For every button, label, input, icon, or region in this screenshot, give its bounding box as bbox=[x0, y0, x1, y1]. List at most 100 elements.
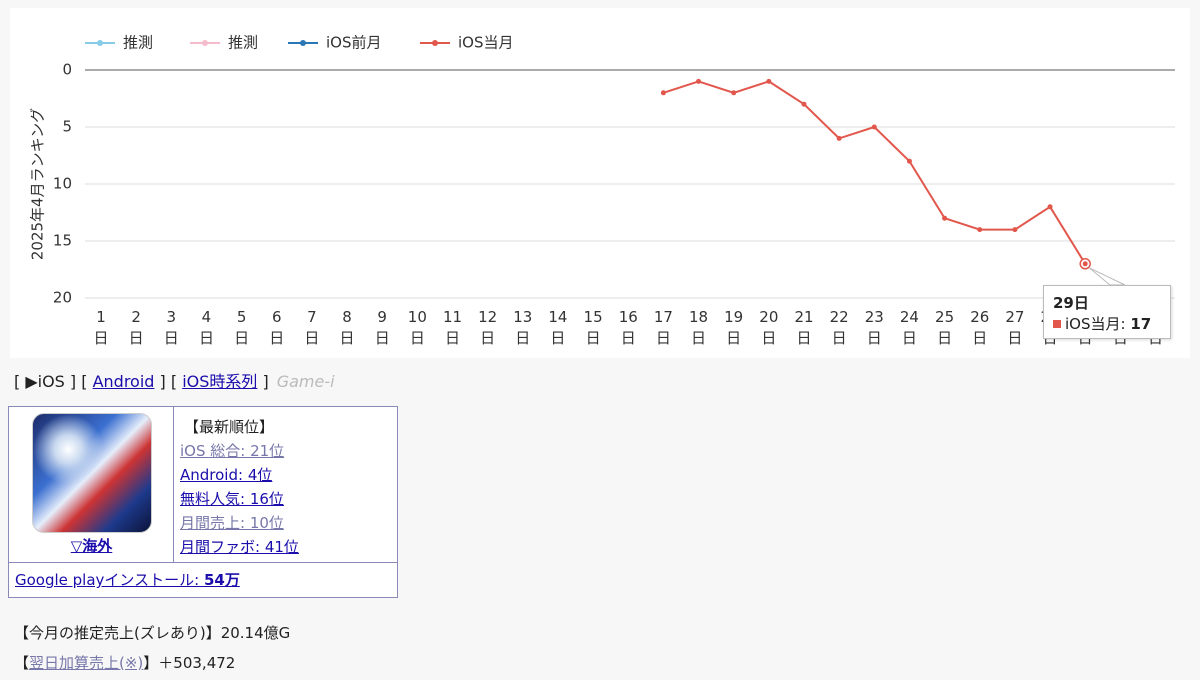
x-tick-label: 11日 bbox=[442, 308, 463, 347]
tooltip-swatch bbox=[1053, 320, 1061, 328]
x-tick-label: 8日 bbox=[339, 308, 355, 347]
x-tick-label: 18日 bbox=[689, 308, 709, 347]
nav-link[interactable]: Android bbox=[92, 372, 155, 391]
revenue-row: 【今月の推定売上(ズレあり)】20.14億G bbox=[14, 618, 290, 648]
legend-dot bbox=[202, 40, 208, 46]
revenue-row: 【翌日加算売上(※)】＋503,472 bbox=[14, 648, 290, 678]
y-tick-label: 10 bbox=[53, 175, 72, 193]
x-tick-label: 27日 bbox=[1005, 308, 1025, 347]
data-point bbox=[942, 215, 948, 221]
x-tick-label: 7日 bbox=[304, 308, 320, 347]
region-link[interactable]: ▽海外 bbox=[70, 537, 113, 555]
app-table: ▽海外 【最新順位】 iOS 総合: 21位 Android: 4位 無料人気: 1… bbox=[8, 406, 398, 598]
install-cell: Google playインストール: 54万 bbox=[9, 563, 397, 597]
data-point bbox=[801, 101, 807, 107]
x-tick-label: 24日 bbox=[899, 308, 919, 347]
revenue-text: 【 bbox=[14, 654, 30, 672]
legend-item: 推測 bbox=[85, 34, 153, 52]
nav-text: ] bbox=[257, 372, 269, 391]
region-cell: ▽海外 bbox=[9, 535, 174, 556]
rank-row: 無料人気: 16位 bbox=[180, 487, 397, 511]
nav-source: Game-i bbox=[276, 372, 335, 391]
y-tick-label: 15 bbox=[53, 232, 72, 250]
chart: 2025年4月ランキング 0 5 10 15 20 推測 推測 iOS前月 iOS当月 bbox=[29, 34, 1175, 307]
data-point bbox=[1012, 227, 1018, 233]
revenue-text: 】＋503,472 bbox=[143, 654, 236, 672]
app-icon bbox=[32, 413, 152, 533]
legend-dot bbox=[432, 40, 438, 46]
icon-cell: ▽海外 bbox=[9, 407, 174, 563]
nav-link[interactable]: iOS時系列 bbox=[182, 372, 258, 391]
x-tick-label: 20日 bbox=[759, 308, 779, 347]
legend-item: iOS前月 bbox=[288, 34, 382, 52]
legend-label: iOS当月 bbox=[458, 34, 514, 52]
rank-row: 月間売上: 10位 bbox=[180, 511, 397, 535]
y-tick-label: 20 bbox=[53, 289, 72, 307]
data-point bbox=[836, 135, 842, 141]
legend-label: 推測 bbox=[123, 34, 153, 52]
x-tick-label: 14日 bbox=[548, 308, 568, 347]
data-point bbox=[731, 90, 737, 96]
legend-item: iOS当月 bbox=[420, 34, 514, 52]
x-tick-label: 2日 bbox=[128, 308, 144, 347]
x-tick-label: 16日 bbox=[618, 308, 638, 347]
x-tick-label: 21日 bbox=[794, 308, 814, 347]
x-tick-label: 22日 bbox=[829, 308, 849, 347]
chart-panel bbox=[10, 8, 1190, 358]
x-tick-label: 5日 bbox=[234, 308, 250, 347]
revenue-text: 【今月の推定売上(ズレあり)】20.14億G bbox=[14, 624, 291, 642]
y-axis-label: 2025年4月ランキング bbox=[29, 108, 47, 260]
legend-dot bbox=[97, 40, 103, 46]
tooltip: 29日 iOS当月: 17 bbox=[1043, 285, 1171, 339]
x-tick-label: 17日 bbox=[653, 308, 673, 347]
rank-link[interactable]: iOS 総合: 21位 bbox=[180, 442, 285, 460]
x-tick-label: 23日 bbox=[864, 308, 884, 347]
data-point bbox=[660, 90, 666, 96]
x-tick-label: 9日 bbox=[374, 308, 390, 347]
x-tick-label: 4日 bbox=[198, 308, 214, 347]
data-point bbox=[977, 227, 983, 233]
tooltip-value: 17 bbox=[1130, 315, 1152, 333]
nav: [ ▶iOS ] [ Android ] [ iOS時系列 ] Game-i bbox=[14, 368, 335, 392]
x-tick-label: 15日 bbox=[583, 308, 603, 347]
ranks-heading: 【最新順位】 bbox=[184, 418, 275, 436]
tooltip-row: iOS当月: 17 bbox=[1053, 313, 1161, 334]
x-tick-label: 25日 bbox=[935, 308, 955, 347]
y-tick-label: 5 bbox=[62, 118, 72, 136]
rank-link[interactable]: 無料人気: 16位 bbox=[180, 490, 284, 508]
rank-link[interactable]: Android: 4位 bbox=[180, 466, 273, 484]
x-tick-label: 3日 bbox=[163, 308, 179, 347]
tooltip-title: 29日 bbox=[1053, 294, 1089, 312]
series-line bbox=[663, 80, 1087, 265]
install-link[interactable]: Google playインストール: 54万 bbox=[15, 571, 240, 589]
data-point bbox=[906, 158, 912, 164]
x-tick-label: 1日 bbox=[93, 308, 109, 347]
rank-row: Android: 4位 bbox=[180, 463, 397, 487]
rank-link[interactable]: 月間ファボ: 41位 bbox=[180, 538, 299, 556]
y-tick-label: 0 bbox=[62, 61, 72, 79]
nav-text: [ ▶iOS ] [ bbox=[14, 372, 93, 391]
highlight-core bbox=[1082, 261, 1088, 267]
rank-row: 月間ファボ: 41位 bbox=[180, 535, 397, 559]
install-label: Google playインストール: bbox=[15, 571, 204, 589]
x-tick-label: 12日 bbox=[478, 308, 498, 347]
install-value: 54万 bbox=[203, 571, 240, 589]
tooltip-label: iOS当月: bbox=[1065, 315, 1126, 333]
tooltip-pointer bbox=[1088, 267, 1126, 286]
revenue: 【今月の推定売上(ズレあり)】20.14億G 【翌日加算売上(※)】＋503,47… bbox=[14, 618, 290, 678]
legend-item: 推測 bbox=[190, 34, 258, 52]
data-point bbox=[1047, 204, 1053, 210]
rank-row: iOS 総合: 21位 bbox=[180, 439, 397, 463]
x-tick-label: 10日 bbox=[407, 308, 427, 347]
x-tick-label: 13日 bbox=[513, 308, 533, 347]
legend-label: iOS前月 bbox=[326, 34, 382, 52]
rank-link[interactable]: 月間売上: 10位 bbox=[180, 514, 284, 532]
legend-dot bbox=[300, 40, 306, 46]
data-point bbox=[766, 78, 772, 84]
revenue-link[interactable]: 翌日加算売上(※) bbox=[29, 654, 144, 672]
x-tick-label: 26日 bbox=[970, 308, 990, 347]
data-point bbox=[871, 124, 877, 130]
legend-label: 推測 bbox=[228, 34, 258, 52]
x-tick-label: 6日 bbox=[269, 308, 285, 347]
